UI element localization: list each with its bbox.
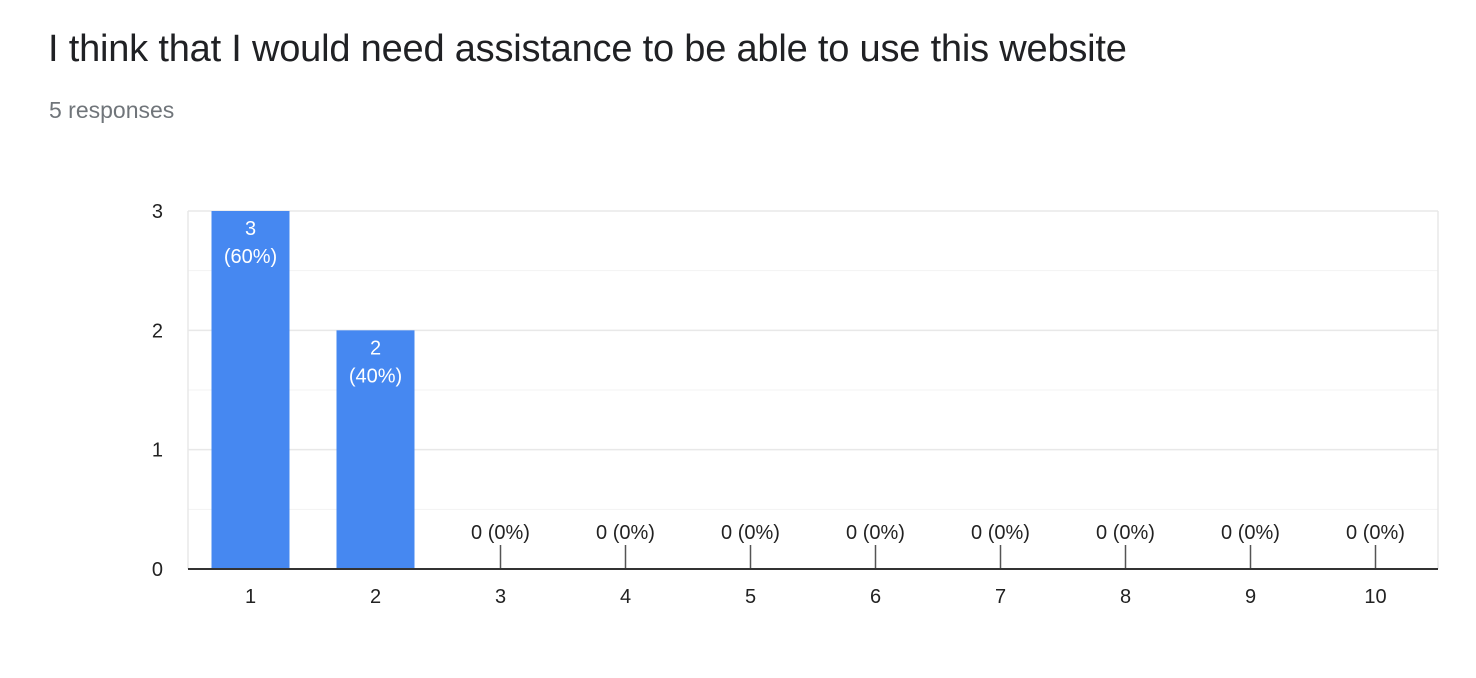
x-tick-label: 3 bbox=[495, 586, 506, 608]
x-tick-label: 1 bbox=[245, 586, 256, 608]
x-tick-label: 2 bbox=[370, 586, 381, 608]
y-tick-label: 3 bbox=[152, 201, 163, 223]
data-label: 0 (0%) bbox=[846, 522, 905, 544]
x-tick-label: 8 bbox=[1120, 586, 1131, 608]
data-label: 2 (40%) bbox=[349, 337, 402, 387]
data-label: 0 (0%) bbox=[1221, 522, 1280, 544]
data-label: 0 (0%) bbox=[471, 522, 530, 544]
x-tick-label: 9 bbox=[1245, 586, 1256, 608]
data-label: 0 (0%) bbox=[596, 522, 655, 544]
x-tick-label: 5 bbox=[745, 586, 756, 608]
y-tick-label: 0 bbox=[152, 559, 163, 581]
y-tick-label: 2 bbox=[152, 320, 163, 342]
x-tick-label: 4 bbox=[620, 586, 631, 608]
x-tick-label: 7 bbox=[995, 586, 1006, 608]
response-count: 5 responses bbox=[49, 97, 175, 123]
bar bbox=[336, 330, 415, 569]
data-label: 0 (0%) bbox=[1096, 522, 1155, 544]
x-tick-label: 6 bbox=[870, 586, 881, 608]
data-label: 3 (60%) bbox=[224, 218, 277, 268]
question-title: I think that I would need assistance to … bbox=[48, 28, 1127, 70]
data-label: 0 (0%) bbox=[1346, 522, 1405, 544]
bar bbox=[211, 211, 290, 569]
x-tick-label: 10 bbox=[1364, 586, 1386, 608]
data-label: 0 (0%) bbox=[721, 522, 780, 544]
data-label: 0 (0%) bbox=[971, 522, 1030, 544]
y-tick-label: 1 bbox=[152, 440, 163, 462]
